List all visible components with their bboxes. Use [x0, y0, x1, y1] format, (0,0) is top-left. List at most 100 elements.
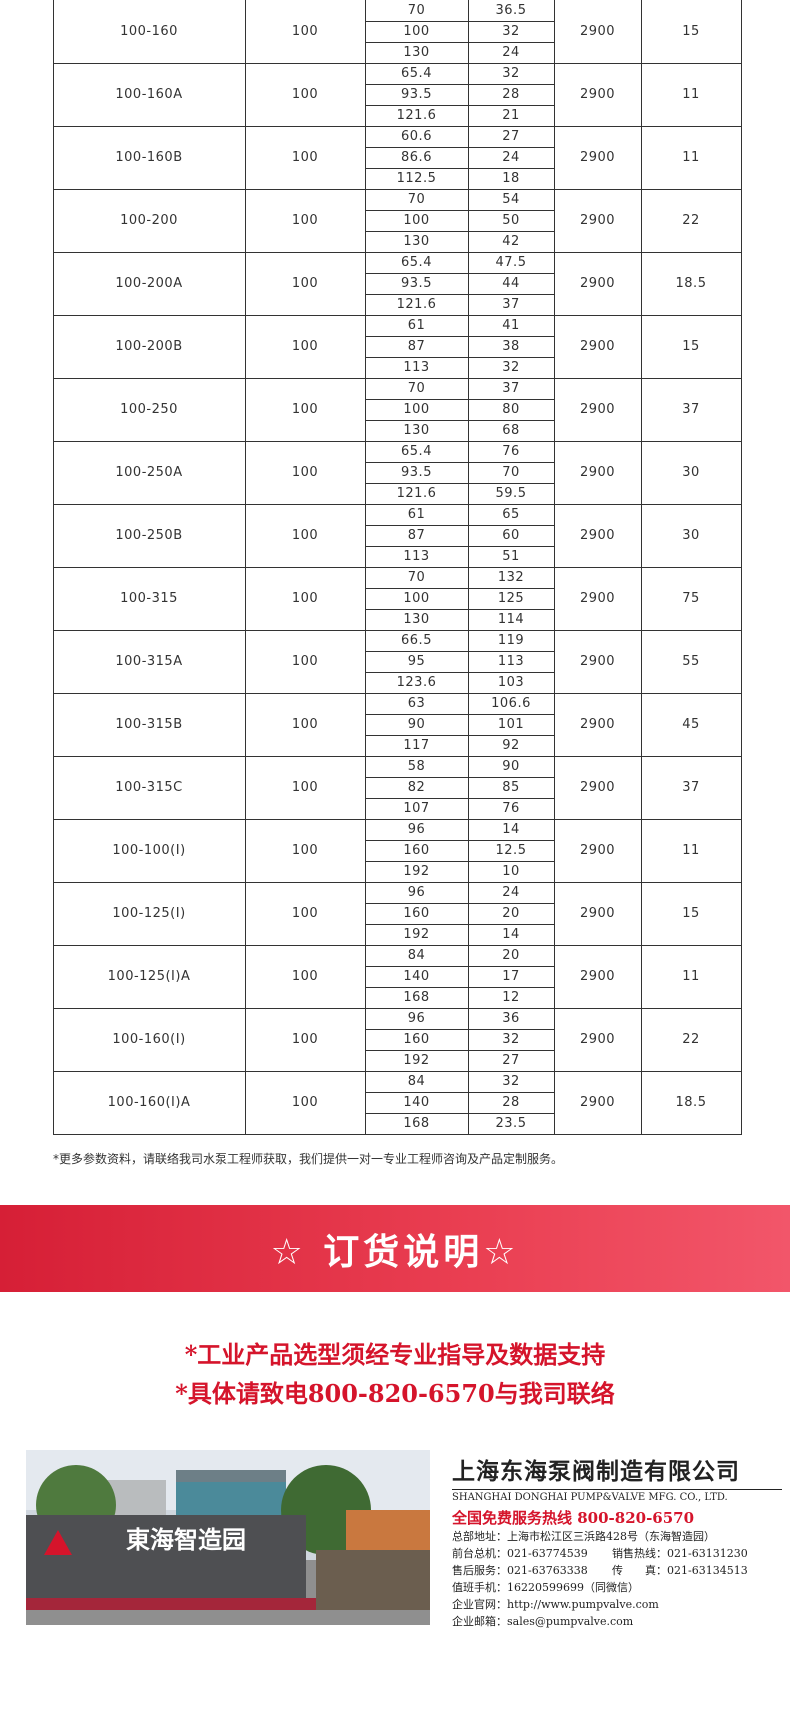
flow: 65.4: [401, 444, 432, 459]
power: 30: [682, 528, 700, 543]
contact-item: 总部地址：上海市松江区三浜路428号（东海智造园）: [452, 1530, 715, 1543]
flow: 121.6: [396, 297, 437, 312]
model: 100-160: [120, 24, 178, 39]
flow: 90: [407, 717, 426, 732]
model: 100-200: [120, 213, 178, 228]
diameter: 100: [291, 24, 319, 39]
flow: 130: [403, 234, 430, 249]
speed: 2900: [579, 24, 616, 39]
sub-row-line: [365, 294, 554, 295]
flow: 66.5: [401, 633, 432, 648]
flow: 140: [403, 969, 430, 984]
flow: 140: [403, 1095, 430, 1110]
power: 30: [682, 465, 700, 480]
head: 106.6: [491, 696, 531, 711]
column-line: [468, 0, 469, 1134]
flow: 113: [403, 360, 430, 375]
contact-lines: 总部地址：上海市松江区三浜路428号（东海智造园） 前台总机：021-637745…: [452, 1528, 782, 1630]
flow: 192: [403, 864, 430, 879]
row-line: [53, 882, 742, 883]
flow: 65.4: [401, 66, 432, 81]
row-line: [53, 693, 742, 694]
flow: 61: [407, 318, 426, 333]
sub-row-line: [365, 483, 554, 484]
speed: 2900: [579, 1095, 616, 1110]
flow: 168: [403, 990, 430, 1005]
head: 17: [502, 969, 520, 984]
power: 15: [682, 906, 700, 921]
flow: 123.6: [396, 675, 437, 690]
sub-row-line: [365, 672, 554, 673]
row-line: [53, 630, 742, 631]
row-line: [53, 63, 742, 64]
speed: 2900: [579, 528, 616, 543]
diameter: 100: [291, 717, 319, 732]
sub-row-line: [365, 210, 554, 211]
flow: 96: [407, 1011, 426, 1026]
flow: 192: [403, 1053, 430, 1068]
speed: 2900: [579, 213, 616, 228]
flow: 93.5: [401, 276, 432, 291]
speed: 2900: [579, 402, 616, 417]
speed: 2900: [579, 843, 616, 858]
head: 14: [502, 927, 520, 942]
flow: 100: [403, 402, 430, 417]
model: 100-160A: [115, 87, 183, 102]
row-line: [53, 1071, 742, 1072]
head: 14: [502, 822, 520, 837]
contact-item: 售后服务：021-63763338: [452, 1564, 588, 1577]
head: 119: [497, 633, 525, 648]
flow: 61: [407, 507, 426, 522]
diameter: 100: [291, 1095, 319, 1110]
head: 38: [502, 339, 520, 354]
head: 51: [502, 549, 520, 564]
flow: 130: [403, 612, 430, 627]
head: 76: [502, 444, 520, 459]
flow: 70: [407, 381, 426, 396]
power: 55: [682, 654, 700, 669]
speed: 2900: [579, 969, 616, 984]
banner: ☆ 订货说明☆: [0, 1205, 790, 1292]
flow: 130: [403, 423, 430, 438]
row-line: [53, 378, 742, 379]
company-name-en: SHANGHAI DONGHAI PUMP&VALVE MFG. CO., LT…: [452, 1489, 782, 1503]
head: 32: [502, 360, 520, 375]
model: 100-315: [120, 591, 178, 606]
head: 12: [502, 990, 520, 1005]
head: 54: [502, 192, 520, 207]
row-line: [53, 1134, 742, 1135]
model: 100-315C: [115, 780, 183, 795]
sign-text: 東海智造园: [126, 1525, 246, 1554]
contact-line: 企业邮箱：sales@pumpvalve.com: [452, 1613, 782, 1630]
model: 100-250A: [115, 465, 183, 480]
flow: 160: [403, 843, 430, 858]
sub-row-line: [365, 84, 554, 85]
flow: 96: [407, 822, 426, 837]
row-line: [53, 1008, 742, 1009]
speed: 2900: [579, 87, 616, 102]
column-line: [641, 0, 642, 1134]
power: 37: [682, 780, 700, 795]
flow: 168: [403, 1116, 430, 1131]
sub-row-line: [365, 42, 554, 43]
sub-row-line: [365, 21, 554, 22]
column-line: [554, 0, 555, 1134]
model: 100-250: [120, 402, 178, 417]
power: 22: [682, 1032, 700, 1047]
contact-item: 值班手机：16220599699（同微信）: [452, 1581, 639, 1594]
diameter: 100: [291, 213, 319, 228]
power: 22: [682, 213, 700, 228]
speed: 2900: [579, 717, 616, 732]
diameter: 100: [291, 87, 319, 102]
flow: 96: [407, 885, 426, 900]
flow: 93.5: [401, 465, 432, 480]
sub-row-line: [365, 231, 554, 232]
sub-row-line: [365, 987, 554, 988]
head: 24: [502, 45, 520, 60]
flow: 160: [403, 906, 430, 921]
head: 60: [502, 528, 520, 543]
diameter: 100: [291, 465, 319, 480]
head: 32: [502, 1032, 520, 1047]
speed: 2900: [579, 339, 616, 354]
